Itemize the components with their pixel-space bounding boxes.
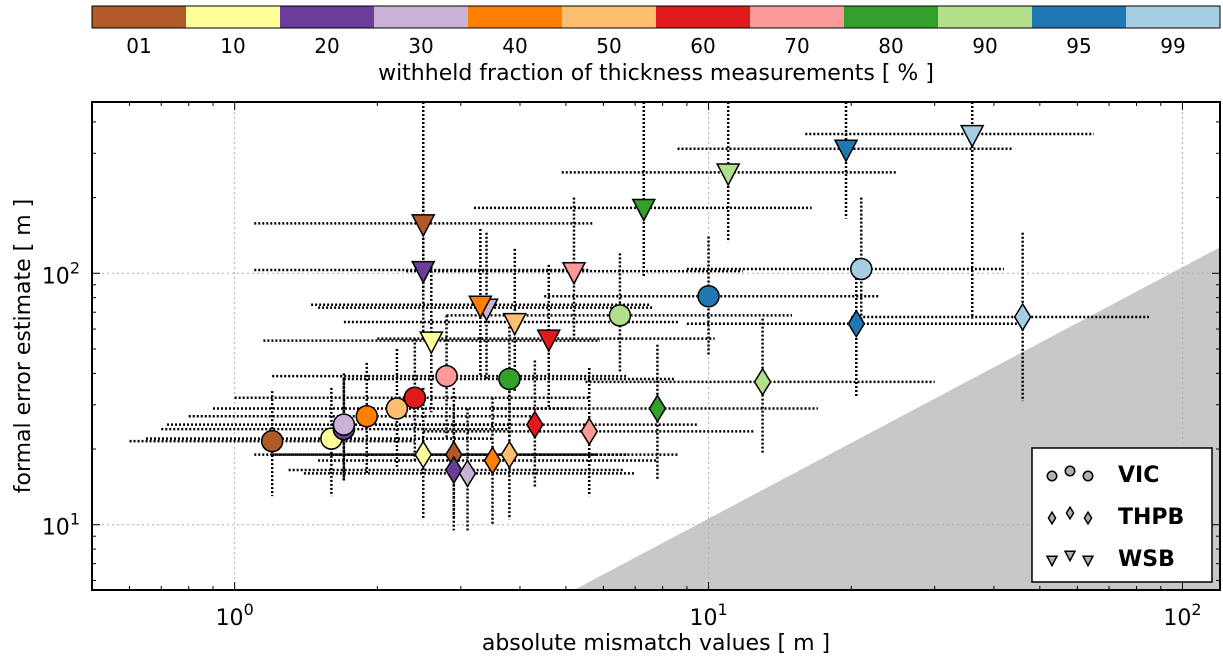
- wsb-point-40: [468, 295, 493, 319]
- thpb-point-70: [580, 416, 599, 446]
- colorbar-tick-label: 10: [220, 34, 245, 58]
- colorbar-tick-label: 20: [314, 34, 339, 58]
- wsb-point-70: [561, 261, 587, 286]
- thpb-point-99: [1013, 302, 1032, 332]
- legend-label: THPB: [1118, 505, 1184, 530]
- legend-label: VIC: [1118, 463, 1159, 488]
- colorbar-swatch-90: [938, 6, 1033, 28]
- colorbar: 01 10 20 30 40 50 60 70 80 90 95 99: [91, 5, 1221, 58]
- x-tick-label: 101: [689, 600, 727, 631]
- legend-entry-vic: VIC: [1046, 463, 1159, 488]
- colorbar-tick-label: 99: [1160, 34, 1185, 58]
- wsb-point-20: [411, 260, 436, 285]
- wsb-point-95: [833, 139, 859, 163]
- colorbar-tick-label: 50: [596, 34, 621, 58]
- thpb-point-30: [458, 458, 477, 488]
- colorbar-swatch-80: [844, 6, 939, 28]
- thpb-point-95: [847, 309, 866, 339]
- legend: VIC THPB WSB: [1031, 447, 1213, 583]
- colorbar-tick-label: 30: [408, 34, 433, 58]
- wsb-point-01: [411, 214, 436, 238]
- wsb-point-10: [419, 331, 444, 355]
- thpb-point-60: [525, 410, 544, 440]
- vic-point-95: [697, 285, 720, 308]
- colorbar-swatch-50: [562, 6, 657, 28]
- vic-point-40: [355, 405, 379, 428]
- colorbar-label: withheld fraction of thickness measureme…: [378, 61, 934, 86]
- colorbar-swatch-40: [468, 6, 563, 28]
- legend-label: WSB: [1118, 547, 1175, 572]
- colorbar-swatch-99: [1126, 6, 1221, 28]
- legend-marker-circle: [1046, 470, 1058, 482]
- colorbar-swatch-20: [280, 6, 375, 28]
- legend-marker-triangle-down: [1063, 550, 1077, 563]
- colorbar-tick-label: 01: [126, 34, 151, 58]
- vic-point-30: [332, 413, 356, 436]
- y-tick-label: 102: [42, 258, 80, 289]
- x-tick-labels: 100 101 102: [216, 600, 1202, 631]
- vic-point-90: [608, 304, 632, 327]
- thpb-point-90: [753, 367, 772, 397]
- colorbar-swatch-95: [1032, 6, 1127, 28]
- thpb-point-80: [648, 394, 667, 423]
- wsb-point-50: [502, 312, 528, 337]
- legend-marker-triangle-down: [1081, 555, 1095, 568]
- x-axis-label: absolute mismatch values [ m ]: [482, 631, 830, 656]
- legend-box: [1031, 447, 1213, 583]
- x-tick-label: 100: [216, 600, 254, 631]
- y-tick-labels: 101 102: [42, 258, 80, 540]
- y-tick-label: 101: [42, 510, 80, 541]
- plot-frame: [91, 101, 1221, 591]
- wsb-point-80: [631, 198, 657, 223]
- legend-entry-thpb: THPB: [1047, 505, 1184, 530]
- colorbar-swatch-30: [374, 6, 469, 28]
- legend-marker-diamond: [1047, 510, 1057, 526]
- wsb-point-60: [536, 329, 561, 353]
- legend-entry-wsb: WSB: [1045, 547, 1175, 572]
- wsb-point-90: [715, 163, 741, 187]
- colorbar-tick-label: 90: [972, 34, 997, 58]
- vic-point-01: [260, 429, 284, 453]
- vic-point-70: [435, 364, 458, 388]
- legend-marker-diamond: [1065, 505, 1075, 521]
- thpb-point-50: [500, 440, 519, 470]
- colorbar-tick-label: 60: [690, 34, 715, 58]
- thpb-point-40: [483, 446, 502, 475]
- colorbar-tick-label: 70: [784, 34, 809, 58]
- colorbar-swatch-10: [186, 6, 281, 28]
- y-axis-label: formal error estimate [ m ]: [11, 199, 36, 494]
- colorbar-tick-label: 40: [502, 34, 527, 58]
- x-tick-label: 102: [1163, 600, 1201, 631]
- vic-point-80: [498, 367, 521, 391]
- vic-point-50: [385, 397, 409, 420]
- colorbar-swatch-01: [92, 6, 187, 28]
- colorbar-swatch-70: [750, 6, 845, 28]
- legend-marker-diamond: [1083, 510, 1093, 526]
- thpb-point-10: [414, 440, 433, 470]
- vic-point-60: [403, 386, 427, 409]
- legend-marker-triangle-down: [1045, 555, 1059, 568]
- colorbar-tick-label: 80: [878, 34, 903, 58]
- legend-marker-circle: [1082, 470, 1094, 482]
- legend-marker-circle: [1064, 465, 1076, 477]
- wsb-point-99: [959, 124, 985, 149]
- colorbar-frame: [91, 5, 1221, 29]
- vic-point-99: [850, 257, 873, 281]
- data-markers: [260, 124, 1032, 488]
- colorbar-tick-label: 95: [1066, 34, 1091, 58]
- colorbar-swatch-60: [656, 6, 751, 28]
- thpb-point-20: [444, 455, 463, 485]
